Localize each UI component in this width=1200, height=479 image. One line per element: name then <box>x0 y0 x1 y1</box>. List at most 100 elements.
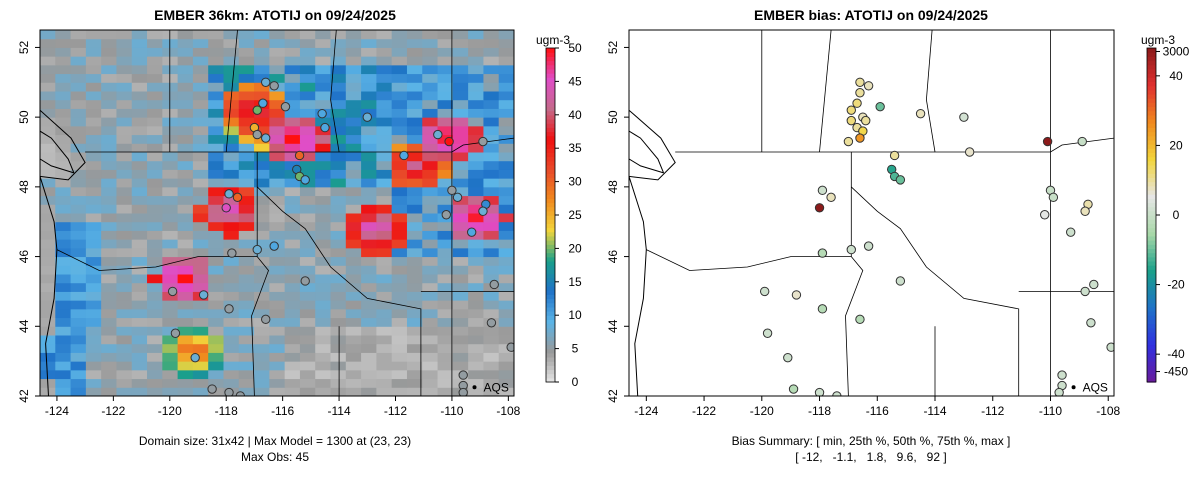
y-tick-label: 42 <box>17 389 31 403</box>
legend-swatch <box>546 89 555 95</box>
grid-cell <box>330 369 347 380</box>
grid-cell <box>223 343 240 353</box>
grid-cell <box>422 125 439 136</box>
legend-swatch <box>1147 361 1156 366</box>
site-marker <box>320 122 330 133</box>
grid-cell <box>162 152 179 162</box>
grid-cell <box>437 343 454 353</box>
grid-cell <box>40 221 56 231</box>
grid-cell <box>452 335 469 345</box>
grid-cell <box>269 64 286 75</box>
grid-cell <box>437 82 454 92</box>
grid-cell <box>238 64 255 75</box>
grid-cell <box>131 291 148 301</box>
grid-cell <box>85 30 102 40</box>
legend-swatch <box>1147 98 1156 103</box>
grid-cell <box>208 195 224 205</box>
map-layer <box>629 30 1114 396</box>
grid-cell <box>299 64 316 75</box>
grid-cell <box>177 30 194 40</box>
island-outline <box>40 130 75 174</box>
grid-cell <box>452 82 469 92</box>
grid-cell <box>483 91 500 101</box>
legend-swatch <box>1147 227 1156 233</box>
grid-cell <box>406 125 423 136</box>
grid-cell <box>315 361 332 371</box>
grid-cell <box>208 117 224 127</box>
grid-cell <box>85 387 102 396</box>
grid-cell <box>131 82 148 92</box>
grid-cell <box>85 108 102 118</box>
grid-cell <box>238 125 255 136</box>
grid-cell <box>131 178 148 188</box>
grid-cell <box>223 230 240 240</box>
legend-swatch <box>546 202 555 208</box>
grid-cell <box>177 56 194 66</box>
grid-cell <box>101 308 117 319</box>
grid-cell <box>162 369 179 380</box>
legend-swatch <box>1147 169 1156 174</box>
grid-cell <box>70 108 87 118</box>
grid-cell <box>437 64 454 75</box>
legend-swatch <box>1147 306 1156 312</box>
grid-cell <box>223 160 240 170</box>
site-marker <box>280 101 291 112</box>
grid-cell <box>116 326 133 336</box>
grid-cell <box>345 361 362 371</box>
grid-cell <box>70 239 87 249</box>
grid-cell <box>452 317 469 327</box>
grid-cell <box>284 47 301 57</box>
grid-cell <box>452 291 469 301</box>
grid-cell <box>55 73 72 83</box>
grid-cell <box>361 282 377 292</box>
grid-cell <box>330 213 347 223</box>
grid-cell <box>269 213 286 223</box>
grid-cell <box>269 30 286 40</box>
legend-swatch <box>546 102 555 108</box>
grid-cell <box>345 230 362 240</box>
grid-cell <box>483 291 500 301</box>
grid-cell <box>498 99 514 109</box>
site-marker <box>486 318 497 328</box>
grid-cell <box>376 239 393 249</box>
grid-cell <box>147 30 163 40</box>
grid-cell <box>299 326 316 336</box>
grid-cell <box>147 291 163 301</box>
grid-cell <box>361 195 377 205</box>
grid-cell <box>422 221 439 231</box>
grid-cell <box>116 91 133 101</box>
grid-cell <box>391 169 408 179</box>
grid-cell <box>437 73 454 83</box>
grid-cell <box>40 239 56 249</box>
grid-cell <box>208 378 224 388</box>
legend-swatch <box>1147 336 1156 341</box>
grid-cell <box>208 343 224 353</box>
grid-cell <box>437 265 454 275</box>
legend-swatch <box>1147 131 1156 137</box>
grid-cell <box>330 82 347 92</box>
grid-cell <box>70 30 87 40</box>
grid-cell <box>192 361 209 371</box>
grid-cell <box>330 300 347 310</box>
grid-cell <box>223 378 240 388</box>
grid-cell <box>131 99 148 109</box>
grid-cell <box>361 30 377 40</box>
grid-cell <box>101 64 117 75</box>
grid-cell <box>437 326 454 336</box>
grid-cell <box>315 160 332 170</box>
grid-cell <box>192 152 209 162</box>
grid-cell <box>85 204 102 214</box>
legend-swatch <box>1147 265 1156 270</box>
grid-cell <box>422 204 439 214</box>
grid-cell <box>391 317 408 327</box>
grid-cell <box>498 186 514 197</box>
grid-cell <box>208 47 224 57</box>
grid-cell <box>391 282 408 292</box>
site-marker <box>478 206 488 216</box>
site-marker <box>447 185 457 196</box>
grid-cell <box>131 213 148 223</box>
legend-swatch <box>546 135 555 141</box>
state-border <box>225 30 238 153</box>
grid-cell <box>315 30 332 40</box>
grid-cell <box>70 317 87 327</box>
